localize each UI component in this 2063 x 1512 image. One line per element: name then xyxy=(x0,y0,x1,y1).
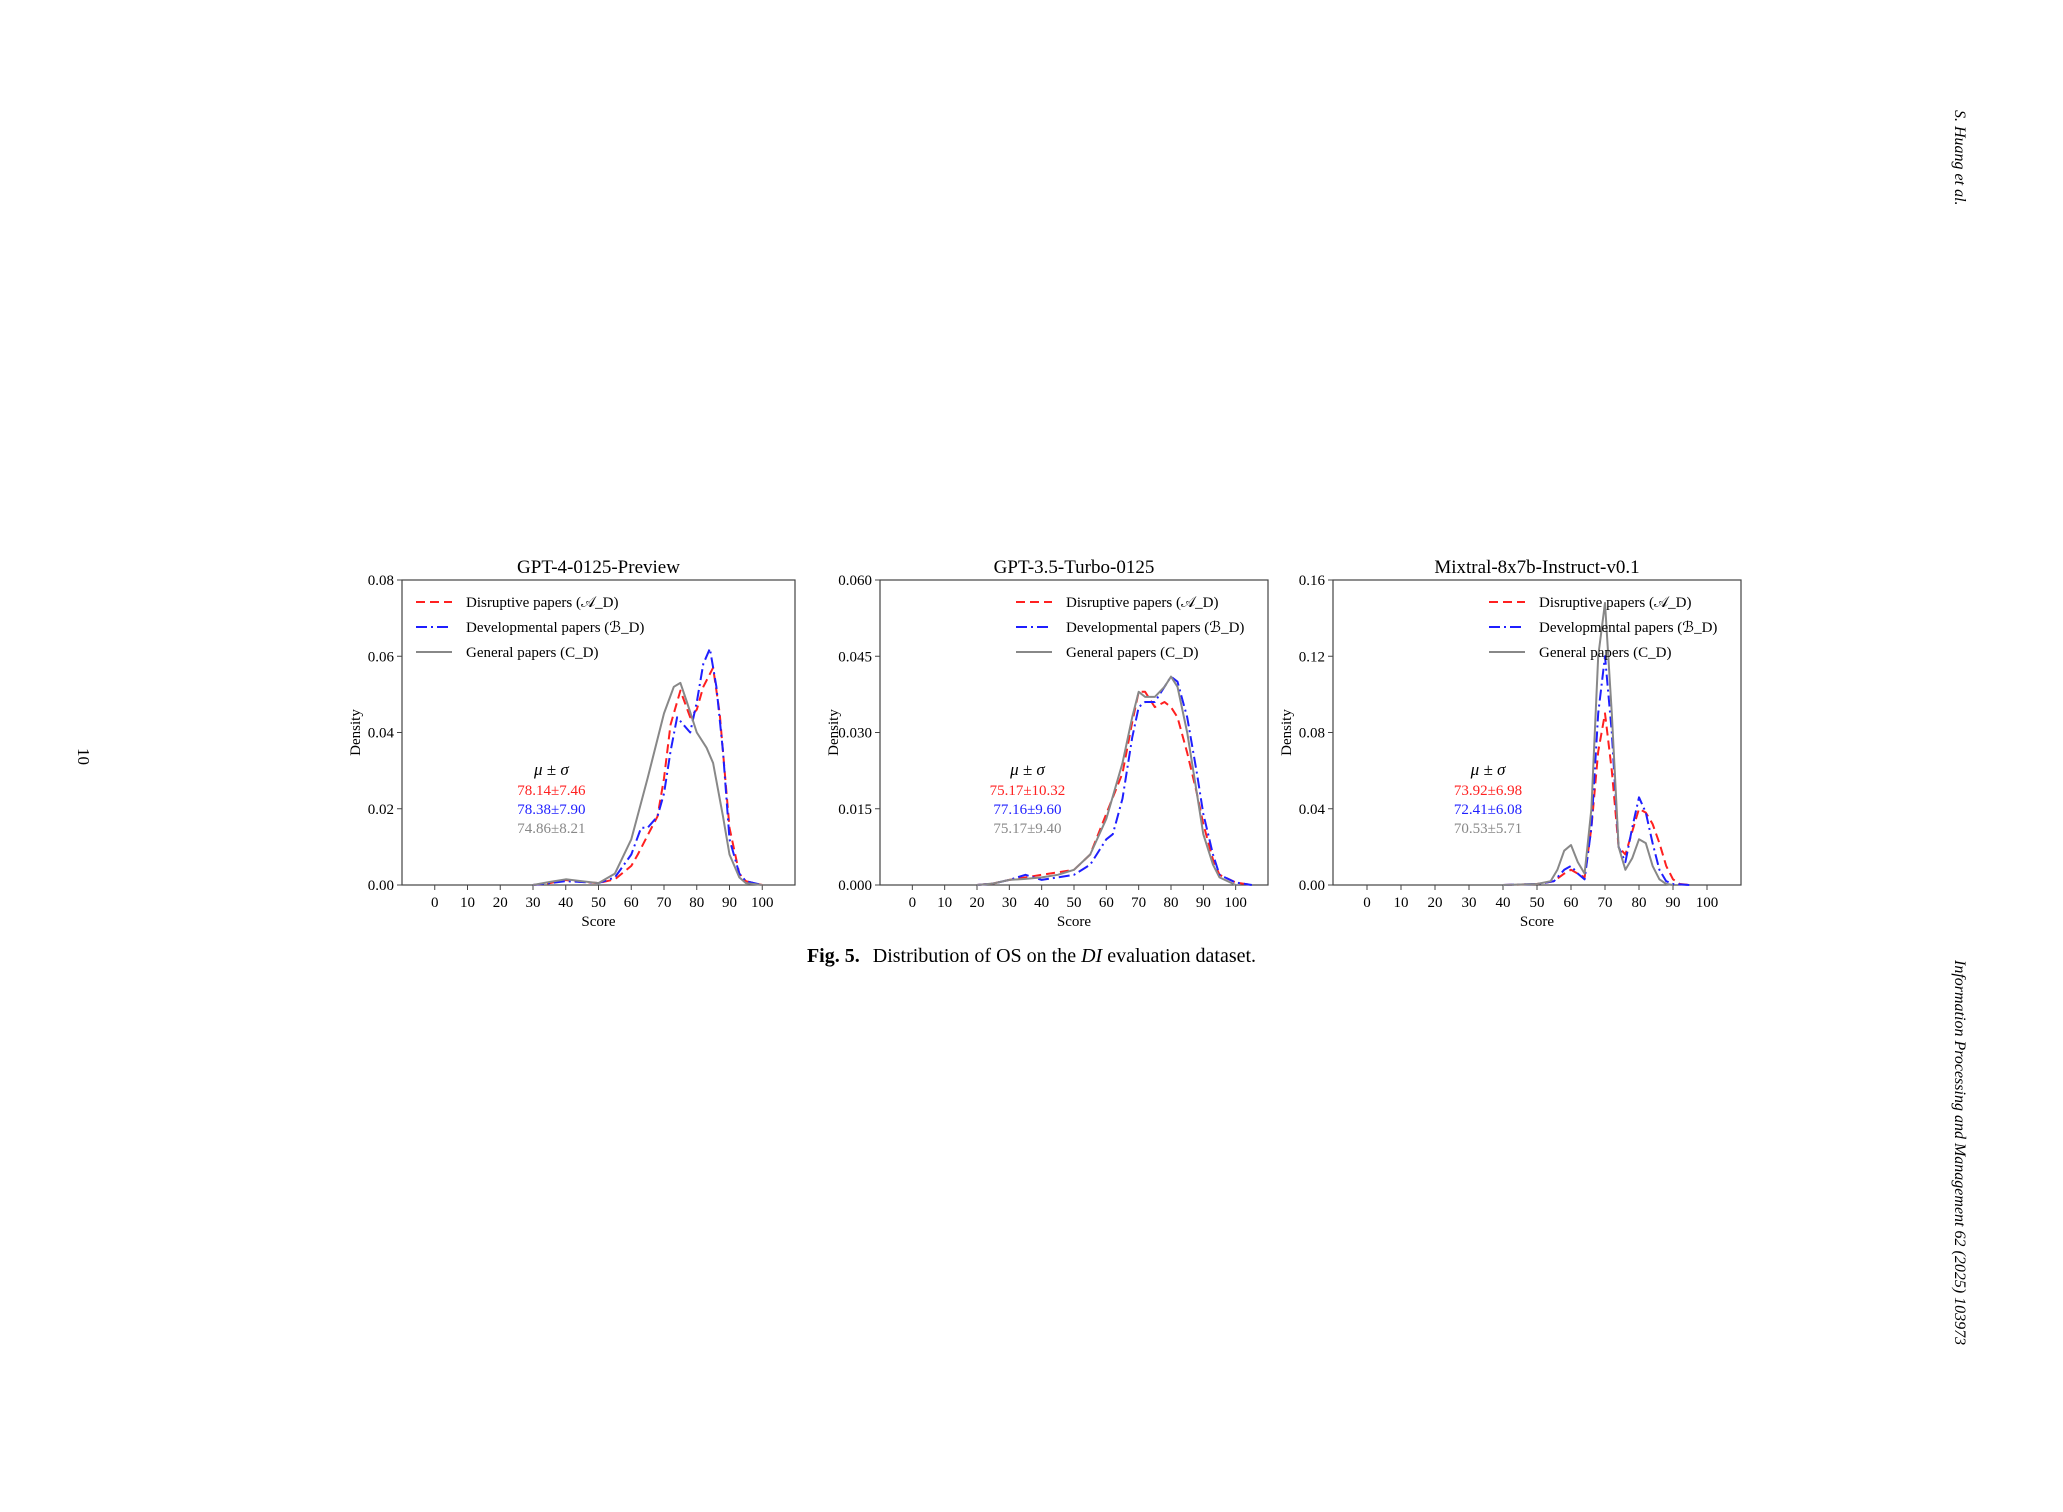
x-axis-label: Score xyxy=(1057,914,1091,930)
x-tick-label: 100 xyxy=(1696,895,1719,911)
x-tick-label: 60 xyxy=(1564,895,1579,911)
x-tick-label: 50 xyxy=(1530,895,1545,911)
series-line-dashed xyxy=(1502,712,1691,886)
y-tick-label: 0.12 xyxy=(1299,649,1325,665)
legend-label: Developmental papers (ℬ_D) xyxy=(466,620,644,636)
stat-annotation: 78.14±7.46 xyxy=(517,783,586,799)
x-tick-label: 80 xyxy=(1632,895,1647,911)
x-tick-label: 30 xyxy=(526,895,541,911)
stats-header: μ ± σ xyxy=(1009,760,1045,779)
x-tick-label: 80 xyxy=(1164,895,1179,911)
series-line-solid xyxy=(1502,601,1674,886)
stat-annotation: 74.86±8.21 xyxy=(517,821,585,837)
y-tick-label: 0.02 xyxy=(368,802,394,818)
chart-panel-3: Mixtral-8x7b-Instruct-v0.1 0.00 0.04 0.08 0.… xyxy=(1279,557,1742,930)
legend-label: Developmental papers (ℬ_D) xyxy=(1539,620,1717,636)
x-tick-label: 100 xyxy=(1224,895,1247,911)
x-tick-label: 80 xyxy=(689,895,704,911)
caption-text-after: evaluation dataset. xyxy=(1107,945,1257,967)
legend-label: Disruptive papers (𝒜_D) xyxy=(1539,595,1692,611)
x-tick-label: 20 xyxy=(1428,895,1443,911)
stat-annotation: 72.41±6.08 xyxy=(1454,802,1522,818)
x-tick-label: 10 xyxy=(937,895,952,911)
chart-title: GPT-4-0125-Preview xyxy=(517,557,680,578)
y-tick-label: 0.045 xyxy=(838,649,872,665)
x-tick-label: 0 xyxy=(431,895,439,911)
y-tick-label: 0.08 xyxy=(1299,726,1325,742)
stats-header: μ ± σ xyxy=(1470,760,1506,779)
y-tick-label: 0.015 xyxy=(838,802,872,818)
x-tick-label: 50 xyxy=(1067,895,1082,911)
x-tick-label: 40 xyxy=(1496,895,1511,911)
y-tick-label: 0.06 xyxy=(368,649,395,665)
legend-label: General papers (C_D) xyxy=(466,645,598,661)
stat-annotation: 75.17±9.40 xyxy=(993,821,1061,837)
x-tick-label: 20 xyxy=(493,895,508,911)
x-tick-label: 60 xyxy=(624,895,639,911)
stat-annotation: 70.53±5.71 xyxy=(1454,821,1522,837)
x-tick-label: 70 xyxy=(657,895,672,911)
series-line-solid xyxy=(532,681,763,886)
legend-label: General papers (C_D) xyxy=(1539,645,1671,661)
x-tick-label: 60 xyxy=(1099,895,1114,911)
y-axis-label: Density xyxy=(348,709,364,756)
x-tick-label: 0 xyxy=(1363,895,1371,911)
y-tick-label: 0.04 xyxy=(1299,802,1326,818)
caption-label: Fig. 5. xyxy=(806,945,860,967)
x-axis-label: Score xyxy=(581,914,615,930)
chart-panel-1: GPT-4-0125-Preview 0.00 0.02 0.04 0.06 0.08 0 1… xyxy=(348,557,796,930)
x-tick-label: 100 xyxy=(751,895,774,911)
stats-header: μ ± σ xyxy=(533,760,569,779)
chart-panel-2: GPT-3.5-Turbo-0125 0.000 0.015 0.030 0.045 0.… xyxy=(826,557,1269,930)
legend-label: Disruptive papers (𝒜_D) xyxy=(1066,595,1219,611)
stat-annotation: 77.16±9.60 xyxy=(993,802,1061,818)
x-tick-label: 10 xyxy=(1394,895,1409,911)
x-tick-label: 30 xyxy=(1462,895,1477,911)
y-tick-label: 0.000 xyxy=(838,878,872,894)
y-tick-label: 0.030 xyxy=(838,726,872,742)
figure-caption: Fig. 5. Distribution of OS on the DI eva… xyxy=(0,945,2063,968)
x-tick-label: 70 xyxy=(1598,895,1613,911)
x-tick-label: 20 xyxy=(970,895,985,911)
x-tick-label: 10 xyxy=(460,895,475,911)
y-tick-label: 0.060 xyxy=(838,573,872,589)
caption-italic: DI xyxy=(1081,945,1103,967)
y-tick-label: 0.00 xyxy=(1299,878,1325,894)
y-tick-label: 0.16 xyxy=(1299,573,1326,589)
x-tick-label: 0 xyxy=(909,895,917,911)
stat-annotation: 78.38±7.90 xyxy=(517,802,585,818)
y-tick-label: 0.04 xyxy=(368,726,395,742)
chart-title: GPT-3.5-Turbo-0125 xyxy=(994,557,1155,578)
y-axis-label: Density xyxy=(826,709,842,756)
legend-label: Developmental papers (ℬ_D) xyxy=(1066,620,1244,636)
y-tick-label: 0.08 xyxy=(368,573,394,589)
x-tick-label: 90 xyxy=(1196,895,1211,911)
y-axis-label: Density xyxy=(1279,709,1295,756)
series-line-dashed xyxy=(976,690,1252,886)
stat-annotation: 75.17±10.32 xyxy=(990,783,1066,799)
x-tick-label: 90 xyxy=(1666,895,1681,911)
legend-label: Disruptive papers (𝒜_D) xyxy=(466,595,619,611)
x-tick-label: 50 xyxy=(591,895,606,911)
stat-annotation: 73.92±6.98 xyxy=(1454,783,1522,799)
chart-title: Mixtral-8x7b-Instruct-v0.1 xyxy=(1434,557,1639,578)
y-tick-label: 0.00 xyxy=(368,878,394,894)
caption-text-before: Distribution of OS on the xyxy=(872,945,1077,967)
series-line-dashdot xyxy=(976,675,1252,886)
x-tick-label: 40 xyxy=(558,895,573,911)
x-axis-label: Score xyxy=(1520,914,1554,930)
series-line-solid xyxy=(976,675,1237,886)
x-tick-label: 30 xyxy=(1002,895,1017,911)
legend-label: General papers (C_D) xyxy=(1066,645,1198,661)
x-tick-label: 40 xyxy=(1034,895,1049,911)
x-tick-label: 90 xyxy=(722,895,737,911)
x-tick-label: 70 xyxy=(1131,895,1146,911)
